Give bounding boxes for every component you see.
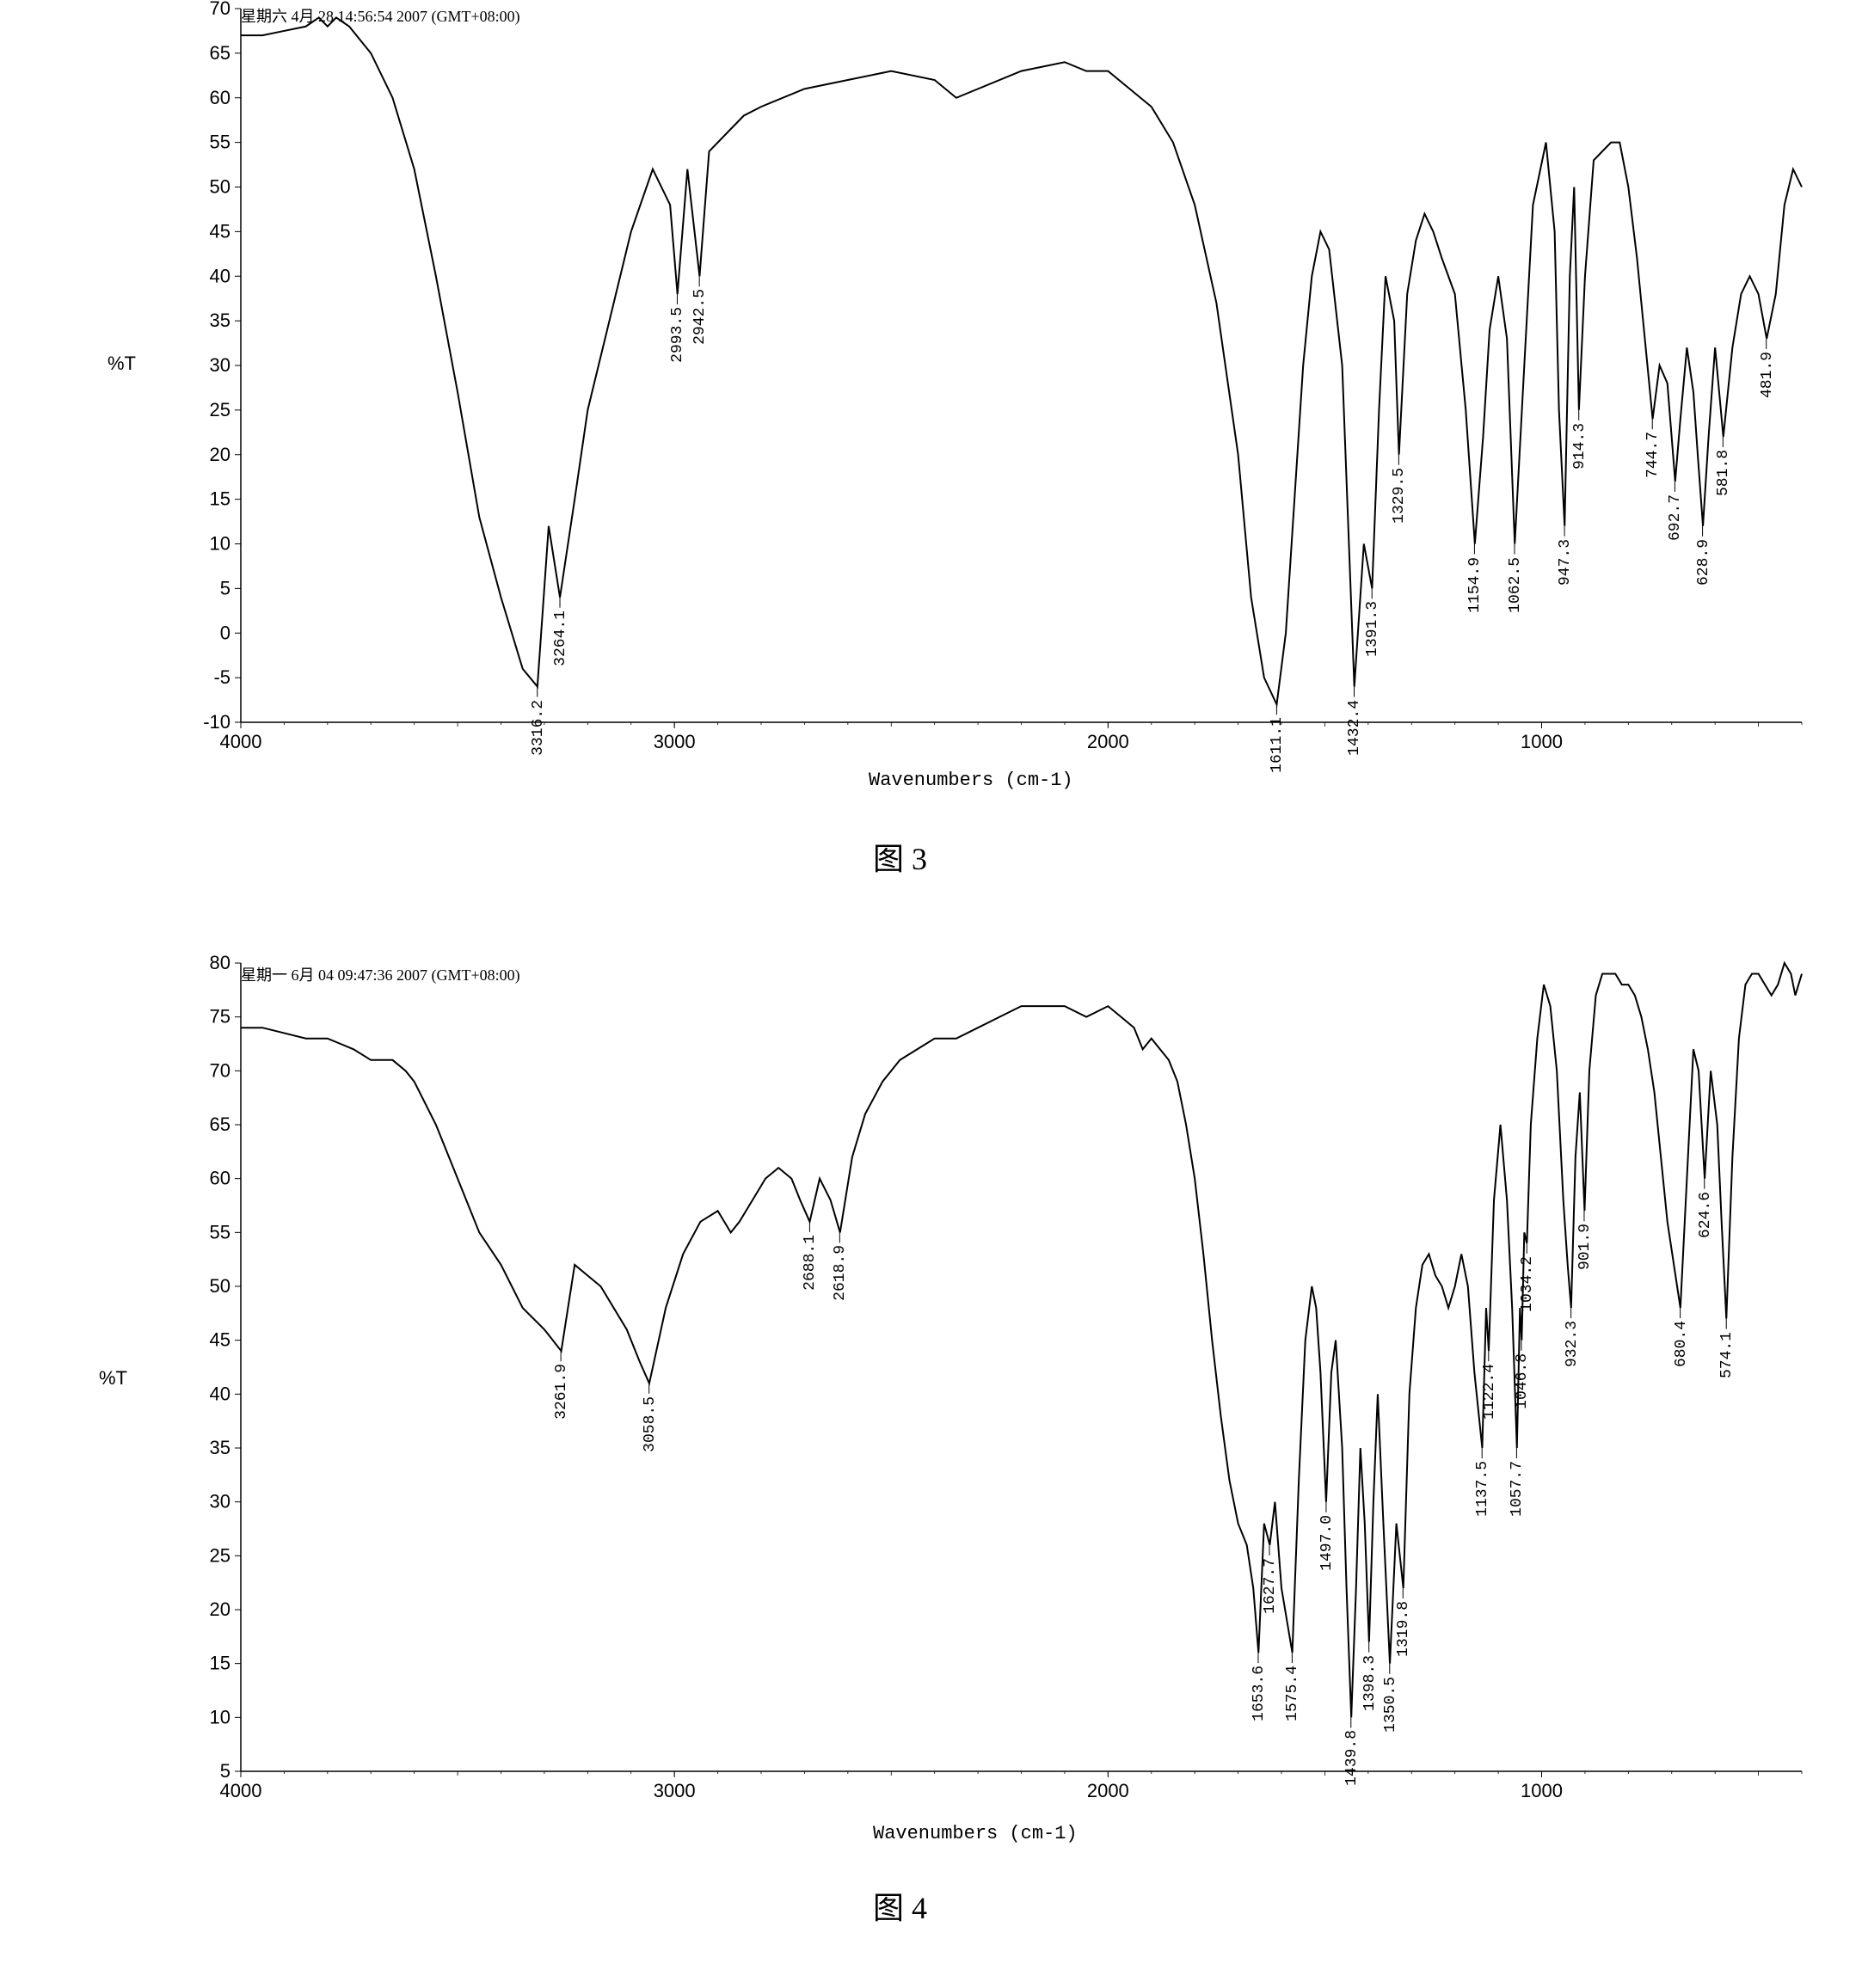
svg-text:65: 65 xyxy=(210,42,230,64)
chart-2-caption: 图 4 xyxy=(873,1883,927,1928)
peak-label: 914.3 xyxy=(1571,423,1589,469)
svg-text:40: 40 xyxy=(210,1383,230,1404)
svg-text:-5: -5 xyxy=(213,666,230,688)
peak-label: 1398.3 xyxy=(1361,1655,1379,1711)
chart-1-container: -10 -5 0 5 10 15 20 25 30 35 40 45 50 55 60 65 70 1000 200… xyxy=(194,0,1810,757)
peak-label: 1653.6 xyxy=(1251,1666,1268,1721)
svg-text:55: 55 xyxy=(210,1221,230,1242)
svg-text:5: 5 xyxy=(220,1760,230,1782)
svg-text:25: 25 xyxy=(210,399,230,420)
chart-1-timestamp: 星期六 4月 28 14:56:54 2007 (GMT+08:00) xyxy=(241,4,520,27)
peak-label: 1046.8 xyxy=(1514,1353,1531,1409)
svg-text:10: 10 xyxy=(210,533,230,555)
svg-text:80: 80 xyxy=(210,954,230,973)
peak-label: 2688.1 xyxy=(802,1235,819,1291)
svg-text:15: 15 xyxy=(210,1653,230,1674)
svg-text:35: 35 xyxy=(210,310,230,331)
peak-label: 2993.5 xyxy=(669,307,686,363)
peak-label: 581.8 xyxy=(1715,450,1732,496)
peak-label: 624.6 xyxy=(1697,1192,1714,1238)
chart-1-caption: 图 3 xyxy=(873,834,927,879)
peak-label: 692.7 xyxy=(1667,494,1684,541)
svg-text:5: 5 xyxy=(220,577,230,598)
peak-label: 481.9 xyxy=(1759,352,1776,398)
peak-label: 1062.5 xyxy=(1507,557,1524,613)
peak-label: 3264.1 xyxy=(552,611,569,666)
svg-text:4000: 4000 xyxy=(220,731,262,752)
peak-label: 1154.9 xyxy=(1466,557,1484,613)
svg-text:65: 65 xyxy=(210,1114,230,1135)
peak-label: 3316.2 xyxy=(530,700,547,756)
chart-2-ylabel: %T xyxy=(99,1367,127,1390)
svg-text:40: 40 xyxy=(210,265,230,286)
peak-label: 1575.4 xyxy=(1284,1666,1301,1721)
svg-text:35: 35 xyxy=(210,1437,230,1458)
peak-label: 901.9 xyxy=(1576,1224,1594,1270)
svg-text:3000: 3000 xyxy=(654,731,696,752)
peak-label: 744.7 xyxy=(1644,432,1662,478)
svg-text:20: 20 xyxy=(210,1598,230,1620)
peak-label: 3058.5 xyxy=(642,1396,659,1452)
peak-label: 1057.7 xyxy=(1509,1461,1526,1517)
peak-label: 1627.7 xyxy=(1262,1558,1279,1614)
peak-label: 1034.2 xyxy=(1519,1256,1536,1312)
chart-2-plot: 5 10 15 20 25 30 35 40 45 50 55 60 65 70 75 80 1000 2000 3… xyxy=(194,954,1810,1806)
svg-text:60: 60 xyxy=(210,87,230,108)
peak-label: 2618.9 xyxy=(832,1245,849,1301)
peak-label: 3261.9 xyxy=(553,1364,570,1420)
svg-text:30: 30 xyxy=(210,354,230,376)
peak-label: 932.3 xyxy=(1564,1321,1581,1367)
svg-text:55: 55 xyxy=(210,132,230,153)
svg-text:45: 45 xyxy=(210,220,230,242)
svg-text:25: 25 xyxy=(210,1544,230,1566)
svg-text:45: 45 xyxy=(210,1329,230,1351)
peak-label: 574.1 xyxy=(1718,1332,1736,1378)
peak-label: 680.4 xyxy=(1673,1321,1690,1367)
svg-text:-10: -10 xyxy=(203,711,230,733)
svg-text:1000: 1000 xyxy=(1521,731,1563,752)
chart-2-container: 5 10 15 20 25 30 35 40 45 50 55 60 65 70 75 80 1000 2000 3… xyxy=(194,954,1810,1806)
page: -10 -5 0 5 10 15 20 25 30 35 40 45 50 55 60 65 70 1000 200… xyxy=(0,0,1862,1988)
svg-text:50: 50 xyxy=(210,1275,230,1297)
peak-label: 1122.4 xyxy=(1481,1364,1498,1420)
peak-label: 2942.5 xyxy=(691,289,709,345)
svg-text:75: 75 xyxy=(210,1006,230,1028)
peak-label: 1439.8 xyxy=(1343,1730,1361,1786)
svg-text:1000: 1000 xyxy=(1521,1780,1563,1801)
svg-text:60: 60 xyxy=(210,1168,230,1189)
svg-text:30: 30 xyxy=(210,1491,230,1512)
svg-text:50: 50 xyxy=(210,176,230,198)
peak-label: 1432.4 xyxy=(1346,700,1363,756)
svg-text:2000: 2000 xyxy=(1087,1780,1129,1801)
peak-label: 1329.5 xyxy=(1391,468,1408,524)
peak-label: 628.9 xyxy=(1695,539,1712,586)
peak-label: 947.3 xyxy=(1557,539,1574,586)
svg-text:3000: 3000 xyxy=(654,1780,696,1801)
peak-label: 1319.8 xyxy=(1395,1601,1412,1657)
chart-1-ylabel: %T xyxy=(108,353,136,375)
peak-label: 1391.3 xyxy=(1364,601,1381,657)
peak-label: 1350.5 xyxy=(1382,1677,1399,1733)
peak-label: 1137.5 xyxy=(1474,1461,1491,1517)
svg-text:10: 10 xyxy=(210,1706,230,1727)
peak-label: 1497.0 xyxy=(1318,1515,1336,1571)
chart-2-xlabel: Wavenumbers (cm-1) xyxy=(873,1823,1078,1844)
svg-text:70: 70 xyxy=(210,0,230,19)
chart-2-timestamp: 星期一 6月 04 09:47:36 2007 (GMT+08:00) xyxy=(241,963,520,985)
svg-text:20: 20 xyxy=(210,444,230,465)
svg-text:70: 70 xyxy=(210,1059,230,1081)
peak-label: 1611.1 xyxy=(1269,717,1286,773)
chart-1-xlabel: Wavenumbers (cm-1) xyxy=(869,770,1073,791)
svg-text:2000: 2000 xyxy=(1087,731,1129,752)
svg-text:0: 0 xyxy=(220,622,230,643)
chart-1-plot: -10 -5 0 5 10 15 20 25 30 35 40 45 50 55 60 65 70 1000 200… xyxy=(194,0,1810,757)
svg-text:4000: 4000 xyxy=(220,1780,262,1801)
svg-text:15: 15 xyxy=(210,488,230,510)
